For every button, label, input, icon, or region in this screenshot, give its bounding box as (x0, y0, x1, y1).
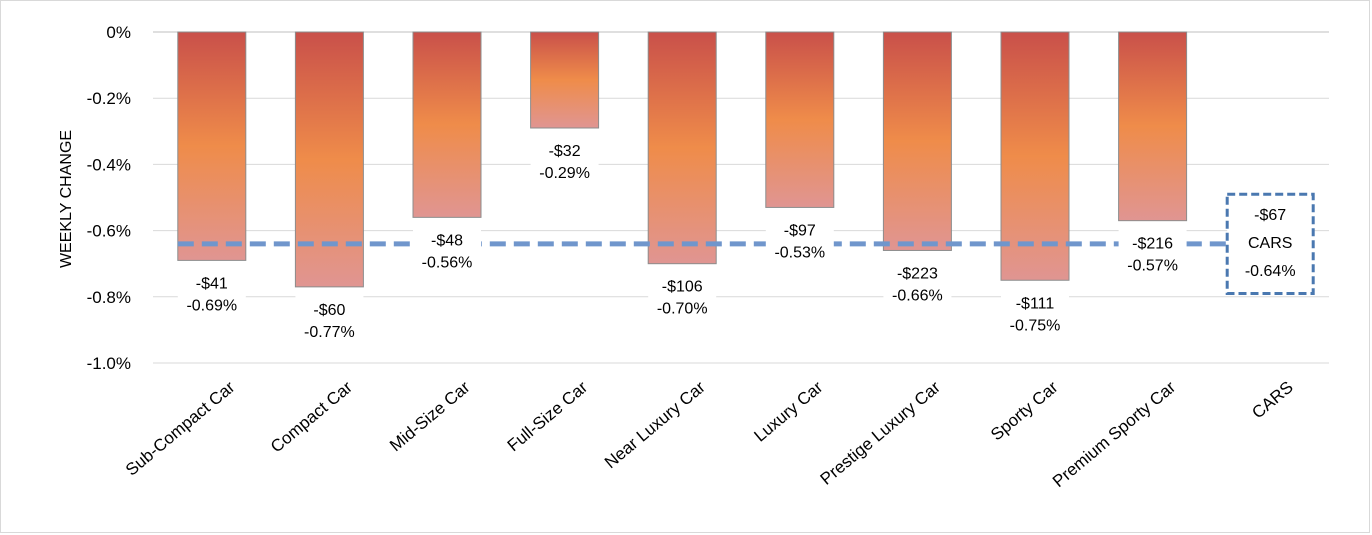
data-label-background (765, 216, 834, 265)
data-label-background (177, 269, 246, 318)
data-label-percent: -0.69% (186, 297, 237, 314)
y-tick-label: -0.8% (87, 288, 131, 307)
data-label-dollar: -$216 (1132, 236, 1173, 253)
x-tick-label: CARS (1248, 378, 1296, 423)
reference-label-box (1225, 192, 1315, 295)
data-label-background (413, 226, 481, 275)
data-label-dollar: -$32 (549, 143, 581, 160)
x-tick-label: Luxury Car (750, 377, 826, 445)
bar (765, 31, 835, 208)
bar (177, 31, 247, 261)
data-label-percent: -0.56% (422, 254, 473, 271)
data-label-background (295, 295, 364, 344)
data-label-percent: -0.29% (539, 165, 590, 182)
y-tick-label: -1.0% (87, 354, 131, 373)
x-tick-label: Sporty Car (987, 377, 1062, 444)
data-label-background (530, 136, 599, 185)
y-tick-label: -0.6% (87, 222, 131, 241)
data-label-dollar: -$223 (897, 265, 938, 282)
y-tick-label: 0% (106, 23, 131, 42)
data-label-dollar: -$97 (784, 222, 816, 239)
bar (294, 31, 364, 288)
data-label-background (648, 272, 717, 321)
reference-label-percent: -0.64% (1245, 263, 1296, 280)
bar (1000, 31, 1070, 281)
x-tick-label: Compact Car (267, 377, 356, 456)
data-label-dollar: -$60 (313, 302, 345, 319)
data-label-dollar: -$111 (1016, 295, 1055, 312)
x-tick-label: Sub-Compact Car (122, 377, 239, 479)
data-label-dollar: -$41 (196, 275, 228, 292)
data-label-background (1118, 229, 1187, 278)
y-axis-title: WEEKLY CHANGE (58, 130, 75, 268)
y-tick-label: -0.2% (87, 89, 131, 108)
y-tick-label: -0.4% (87, 155, 131, 174)
data-label-dollar: -$48 (431, 232, 463, 249)
x-tick-label: Full-Size Car (504, 377, 592, 455)
x-tick-label: Near Luxury Car (601, 377, 709, 472)
x-tick-label: Mid-Size Car (386, 377, 474, 455)
data-label-percent: -0.53% (774, 244, 825, 261)
bar (530, 31, 600, 129)
bar (882, 31, 952, 251)
x-tick-label: Prestige Luxury Car (817, 377, 945, 488)
reference-label-name: CARS (1248, 235, 1292, 252)
reference-label-dollar: -$67 (1254, 207, 1286, 224)
data-label-dollar: -$106 (662, 279, 703, 296)
data-label-percent: -0.77% (304, 324, 355, 341)
data-label-percent: -0.70% (657, 301, 708, 318)
x-tick-label: Premium Sporty Car (1049, 377, 1179, 491)
data-label-percent: -0.66% (892, 287, 943, 304)
bar (412, 31, 482, 218)
data-label-background (1001, 289, 1069, 338)
data-label-percent: -0.57% (1127, 258, 1178, 275)
data-label-percent: -0.75% (1010, 317, 1061, 334)
bar (1118, 31, 1188, 222)
data-label-background (883, 259, 952, 308)
bar (647, 31, 717, 265)
